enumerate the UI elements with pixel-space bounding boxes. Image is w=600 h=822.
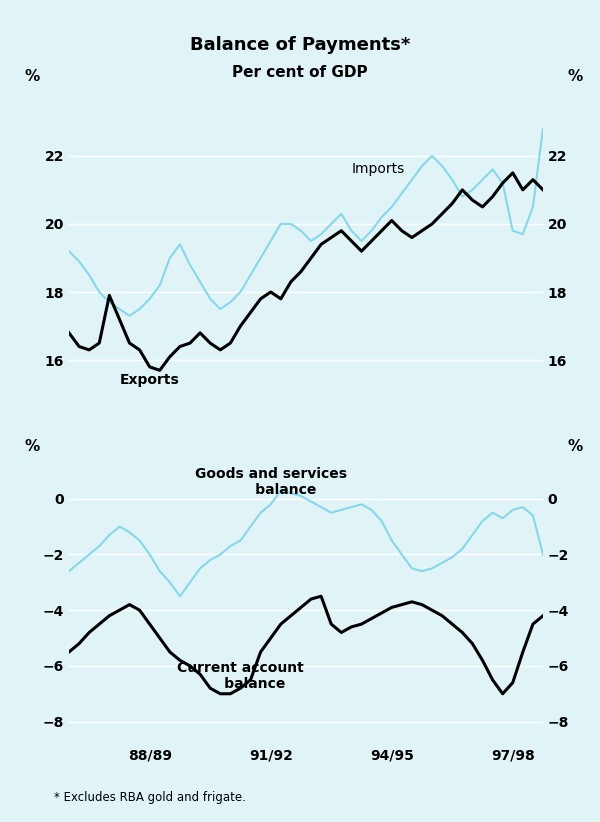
- Text: %: %: [25, 69, 40, 84]
- Text: Imports: Imports: [352, 162, 404, 176]
- Text: %: %: [568, 69, 583, 84]
- Text: Per cent of GDP: Per cent of GDP: [232, 65, 368, 80]
- Text: %: %: [568, 440, 583, 455]
- Text: Balance of Payments*: Balance of Payments*: [190, 36, 410, 54]
- Text: Exports: Exports: [119, 373, 179, 387]
- Text: Goods and services
      balance: Goods and services balance: [195, 467, 347, 497]
- Text: Current account
      balance: Current account balance: [177, 661, 304, 691]
- Text: %: %: [25, 440, 40, 455]
- Text: * Excludes RBA gold and frigate.: * Excludes RBA gold and frigate.: [54, 791, 246, 804]
